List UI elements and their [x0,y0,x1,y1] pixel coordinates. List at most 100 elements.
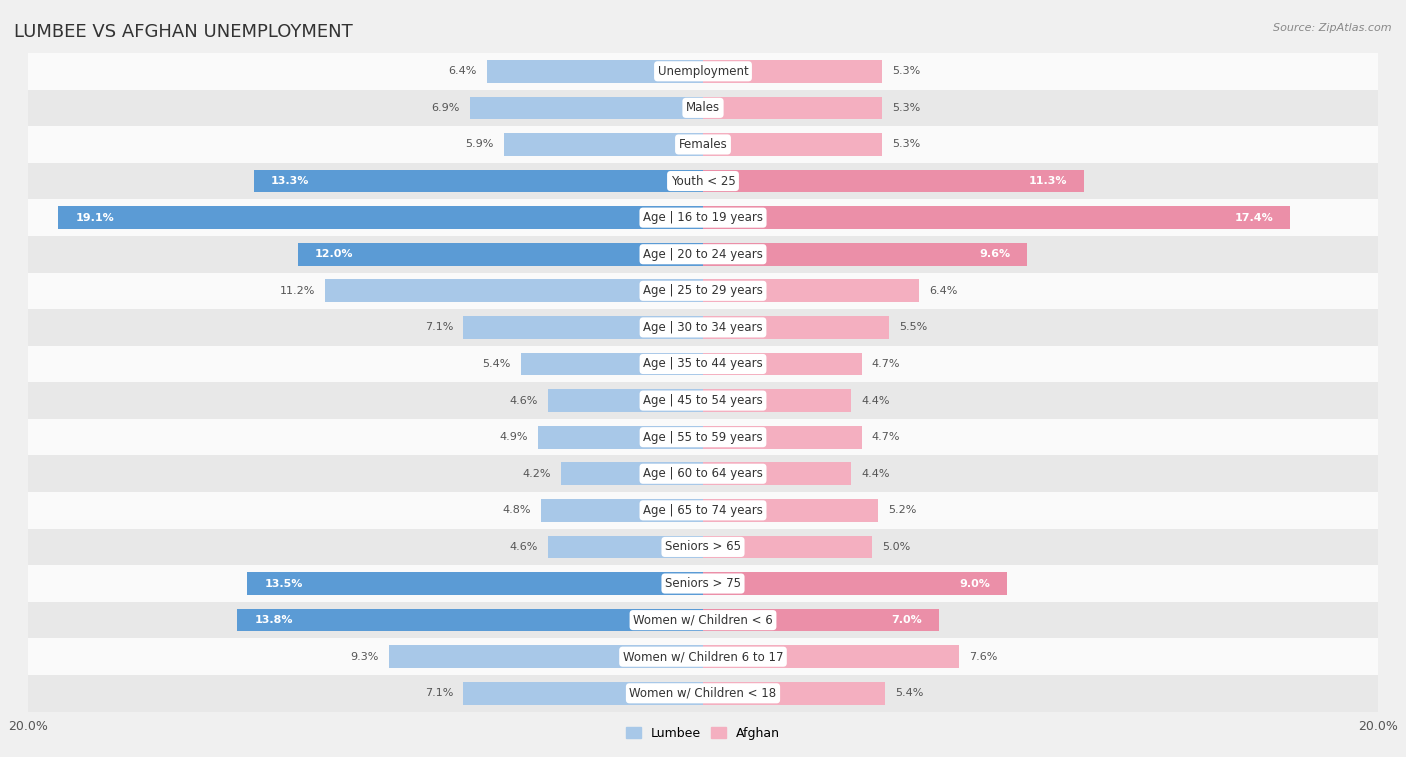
Text: 9.6%: 9.6% [979,249,1010,259]
Bar [703,572,1007,595]
Text: Unemployment: Unemployment [658,65,748,78]
Text: 17.4%: 17.4% [1234,213,1274,223]
Bar [703,279,920,302]
Text: 7.1%: 7.1% [425,322,453,332]
Legend: Lumbee, Afghan: Lumbee, Afghan [621,722,785,745]
Text: Age | 35 to 44 years: Age | 35 to 44 years [643,357,763,370]
Bar [703,609,939,631]
Bar [28,382,1378,419]
Bar [28,273,1378,309]
Text: Seniors > 75: Seniors > 75 [665,577,741,590]
Text: 4.6%: 4.6% [509,396,537,406]
Text: Women w/ Children < 6: Women w/ Children < 6 [633,614,773,627]
Text: 11.2%: 11.2% [280,286,315,296]
Bar [28,675,1378,712]
Text: 5.0%: 5.0% [882,542,910,552]
Bar [520,353,703,375]
Text: Age | 30 to 34 years: Age | 30 to 34 years [643,321,763,334]
Text: Age | 55 to 59 years: Age | 55 to 59 years [643,431,763,444]
Bar [28,199,1378,236]
Bar [703,426,862,448]
Bar [486,60,703,83]
Bar [548,536,703,558]
Bar [254,170,703,192]
Text: Males: Males [686,101,720,114]
Bar [703,682,886,705]
Bar [503,133,703,156]
Bar [703,646,959,668]
Bar [561,463,703,485]
Bar [537,426,703,448]
Bar [28,638,1378,675]
Text: 4.7%: 4.7% [872,432,900,442]
Text: 4.9%: 4.9% [499,432,527,442]
Bar [703,316,889,338]
Bar [541,499,703,522]
Bar [703,499,879,522]
Text: 6.4%: 6.4% [929,286,957,296]
Bar [28,89,1378,126]
Bar [298,243,703,266]
Text: Females: Females [679,138,727,151]
Bar [28,309,1378,346]
Bar [247,572,703,595]
Text: 13.3%: 13.3% [271,176,309,186]
Bar [703,243,1026,266]
Bar [59,207,703,229]
Text: 7.6%: 7.6% [970,652,998,662]
Text: 6.4%: 6.4% [449,67,477,76]
Text: Age | 20 to 24 years: Age | 20 to 24 years [643,248,763,260]
Bar [28,565,1378,602]
Bar [703,170,1084,192]
Text: 12.0%: 12.0% [315,249,353,259]
Bar [703,463,852,485]
Text: 4.6%: 4.6% [509,542,537,552]
Text: 5.2%: 5.2% [889,506,917,516]
Text: 11.3%: 11.3% [1029,176,1067,186]
Text: Age | 65 to 74 years: Age | 65 to 74 years [643,504,763,517]
Text: 13.8%: 13.8% [254,615,292,625]
Text: 13.5%: 13.5% [264,578,302,588]
Bar [548,389,703,412]
Text: 4.4%: 4.4% [862,469,890,478]
Bar [464,682,703,705]
Text: 4.4%: 4.4% [862,396,890,406]
Bar [28,163,1378,199]
Bar [703,536,872,558]
Text: 7.0%: 7.0% [891,615,922,625]
Text: 6.9%: 6.9% [432,103,460,113]
Text: 5.3%: 5.3% [891,103,920,113]
Text: Women w/ Children < 18: Women w/ Children < 18 [630,687,776,699]
Bar [464,316,703,338]
Bar [28,602,1378,638]
Bar [238,609,703,631]
Text: 5.5%: 5.5% [898,322,927,332]
Text: 19.1%: 19.1% [76,213,114,223]
Text: 5.9%: 5.9% [465,139,494,149]
Text: 9.3%: 9.3% [350,652,380,662]
Bar [703,353,862,375]
Bar [470,97,703,119]
Bar [28,419,1378,456]
Bar [28,346,1378,382]
Text: 5.3%: 5.3% [891,139,920,149]
Text: LUMBEE VS AFGHAN UNEMPLOYMENT: LUMBEE VS AFGHAN UNEMPLOYMENT [14,23,353,41]
Text: 9.0%: 9.0% [959,578,990,588]
Bar [325,279,703,302]
Bar [28,528,1378,565]
Bar [28,492,1378,528]
Text: 5.4%: 5.4% [896,688,924,698]
Text: 5.3%: 5.3% [891,67,920,76]
Text: 4.7%: 4.7% [872,359,900,369]
Text: 4.8%: 4.8% [502,506,531,516]
Text: 7.1%: 7.1% [425,688,453,698]
Text: Age | 45 to 54 years: Age | 45 to 54 years [643,394,763,407]
Text: Age | 16 to 19 years: Age | 16 to 19 years [643,211,763,224]
Bar [703,389,852,412]
Bar [703,207,1291,229]
Bar [28,126,1378,163]
Bar [28,53,1378,89]
Text: 4.2%: 4.2% [523,469,551,478]
Bar [389,646,703,668]
Bar [28,236,1378,273]
